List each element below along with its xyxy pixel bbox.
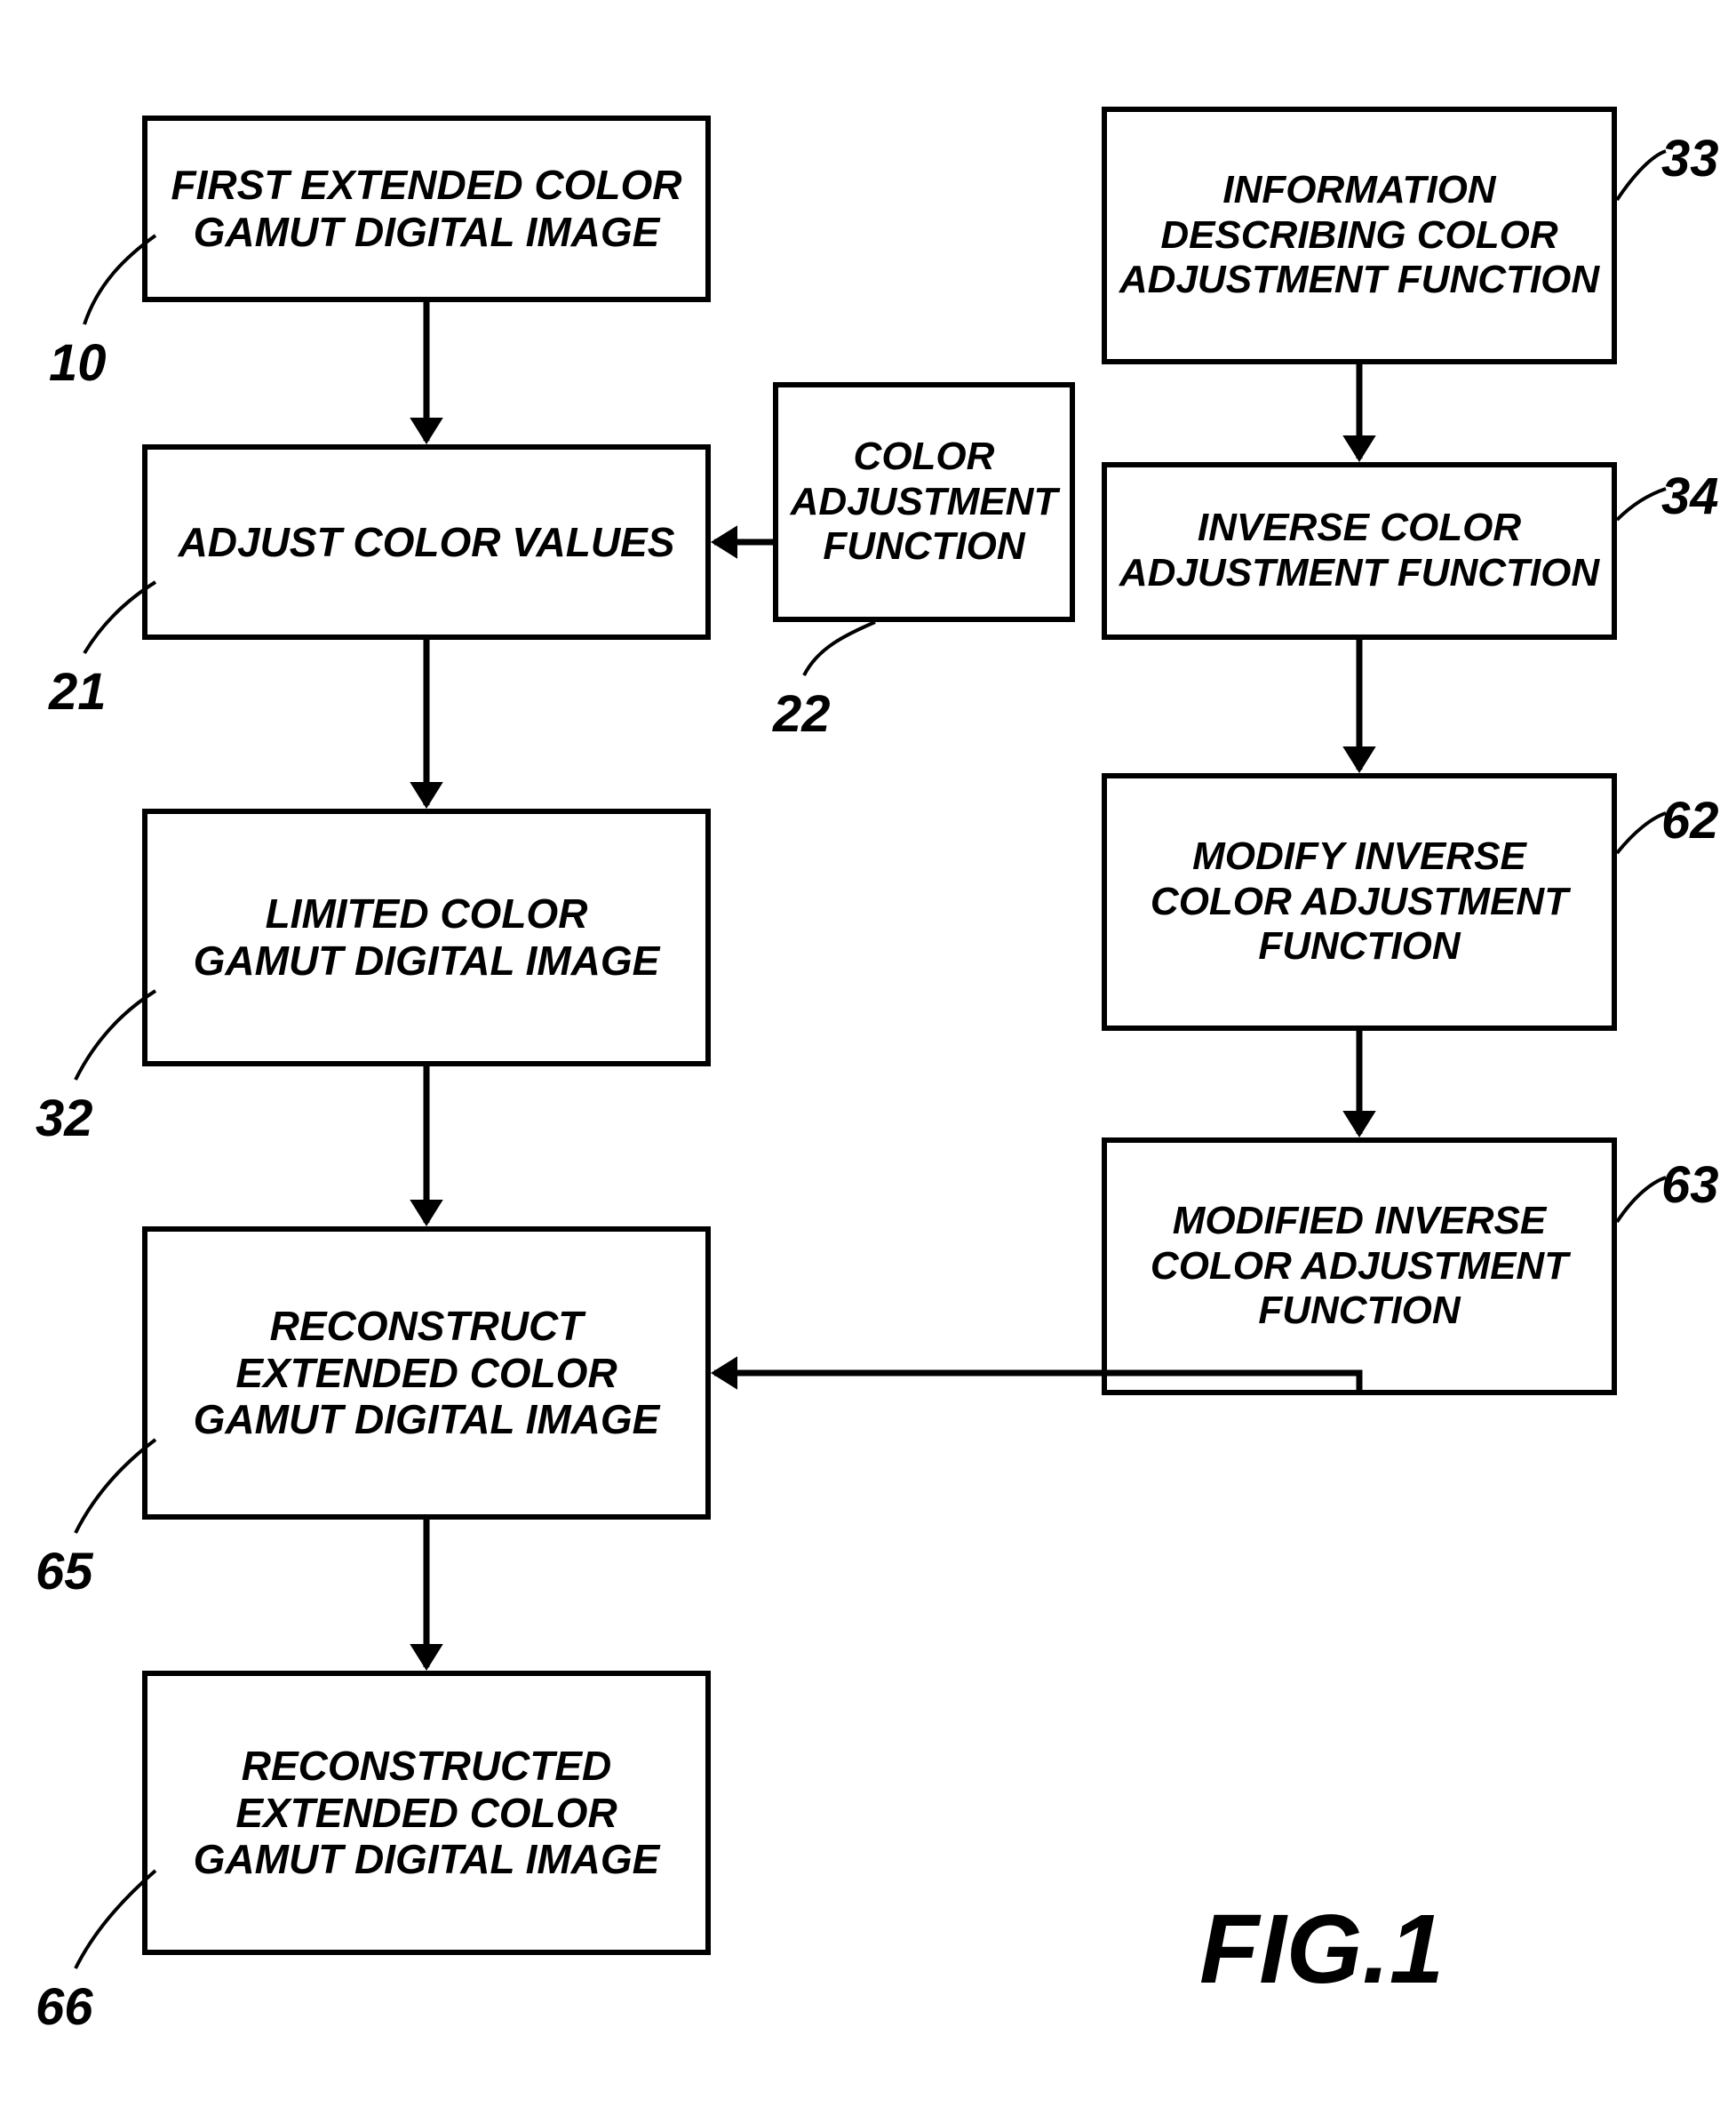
node-label: MODIFIED INVERSECOLOR ADJUSTMENTFUNCTION (1151, 1199, 1568, 1334)
ref-label-22: 22 (773, 684, 831, 744)
ref-label-32: 32 (36, 1089, 93, 1148)
node-adjust-color-values: ADJUST COLOR VALUES (142, 444, 711, 640)
ref-label-21: 21 (49, 662, 107, 722)
ref-label-62: 62 (1661, 791, 1719, 850)
ref-label-65: 65 (36, 1542, 93, 1601)
ref-label-34: 34 (1661, 467, 1719, 526)
node-limited-color-gamut: LIMITED COLORGAMUT DIGITAL IMAGE (142, 809, 711, 1066)
node-info-describing-function: INFORMATIONDESCRIBING COLORADJUSTMENT FU… (1102, 107, 1617, 364)
node-label: RECONSTRUCTEDEXTENDED COLORGAMUT DIGITAL… (194, 1743, 660, 1884)
node-color-adjustment-function: COLORADJUSTMENTFUNCTION (773, 382, 1075, 622)
node-inverse-color-adjustment: INVERSE COLORADJUSTMENT FUNCTION (1102, 462, 1617, 640)
node-label: COLORADJUSTMENTFUNCTION (791, 435, 1058, 570)
figure-label: FIG.1 (1199, 1893, 1444, 2006)
node-reconstruct-extended: RECONSTRUCTEXTENDED COLORGAMUT DIGITAL I… (142, 1226, 711, 1520)
node-label: LIMITED COLORGAMUT DIGITAL IMAGE (194, 890, 660, 985)
node-modified-inverse-function: MODIFIED INVERSECOLOR ADJUSTMENTFUNCTION (1102, 1137, 1617, 1395)
node-first-extended-color-gamut: FIRST EXTENDED COLORGAMUT DIGITAL IMAGE (142, 116, 711, 302)
node-label: MODIFY INVERSECOLOR ADJUSTMENTFUNCTION (1151, 834, 1568, 970)
node-label: INVERSE COLORADJUSTMENT FUNCTION (1119, 506, 1599, 595)
node-label: FIRST EXTENDED COLORGAMUT DIGITAL IMAGE (171, 162, 681, 256)
ref-label-33: 33 (1661, 129, 1719, 188)
ref-label-66: 66 (36, 1977, 93, 2037)
node-reconstructed-extended: RECONSTRUCTEDEXTENDED COLORGAMUT DIGITAL… (142, 1671, 711, 1955)
node-label: ADJUST COLOR VALUES (179, 519, 675, 566)
node-label: INFORMATIONDESCRIBING COLORADJUSTMENT FU… (1119, 168, 1599, 303)
ref-label-63: 63 (1661, 1155, 1719, 1215)
ref-label-10: 10 (49, 333, 107, 393)
node-label: RECONSTRUCTEXTENDED COLORGAMUT DIGITAL I… (194, 1303, 660, 1444)
node-modify-inverse-function: MODIFY INVERSECOLOR ADJUSTMENTFUNCTION (1102, 773, 1617, 1031)
